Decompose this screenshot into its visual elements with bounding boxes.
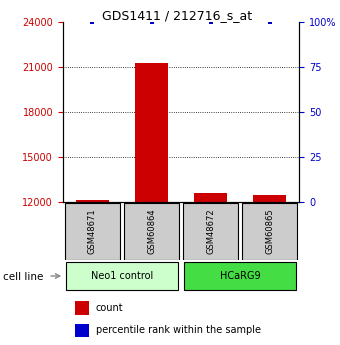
Bar [65, 203, 120, 260]
Text: HCaRG9: HCaRG9 [220, 271, 260, 281]
Text: GSM48672: GSM48672 [206, 209, 215, 254]
Text: cell line: cell line [3, 272, 44, 282]
Bar [124, 203, 179, 260]
Bar [253, 195, 286, 202]
Text: GSM60864: GSM60864 [147, 209, 156, 254]
Text: GSM48671: GSM48671 [88, 209, 97, 254]
Bar [184, 262, 296, 290]
Text: GSM60865: GSM60865 [265, 209, 274, 254]
Bar [194, 193, 227, 202]
Text: GDS1411 / 212716_s_at: GDS1411 / 212716_s_at [102, 9, 252, 22]
Bar [242, 203, 297, 260]
Bar [75, 301, 89, 315]
Bar [135, 63, 168, 202]
Text: percentile rank within the sample: percentile rank within the sample [96, 325, 261, 335]
Text: count: count [96, 303, 124, 313]
Bar [75, 324, 89, 337]
Bar [66, 262, 178, 290]
Bar [183, 203, 238, 260]
Bar [76, 200, 109, 202]
Text: Neo1 control: Neo1 control [91, 271, 153, 281]
